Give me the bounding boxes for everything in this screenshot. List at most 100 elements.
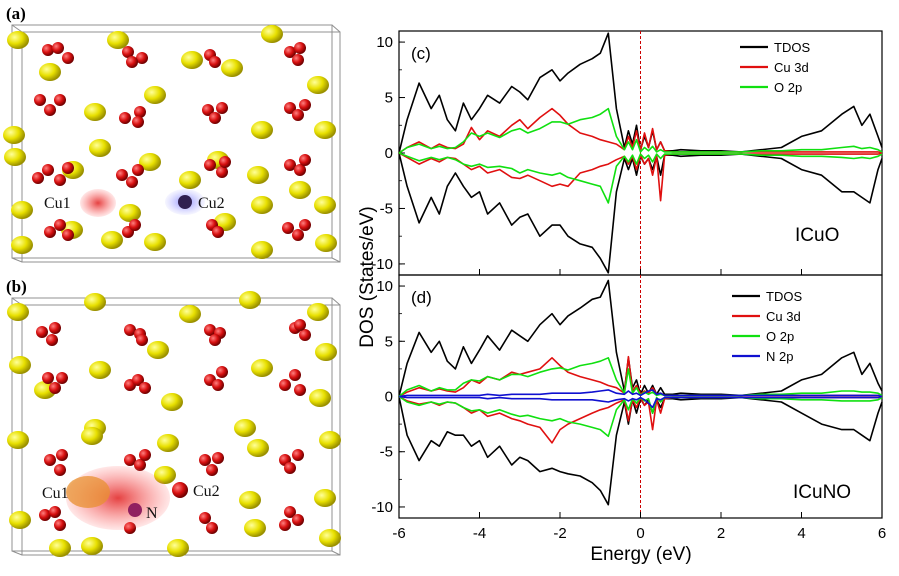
yellow-atom xyxy=(84,103,106,121)
series-n-2p-up xyxy=(398,389,883,398)
yellow-atom xyxy=(161,393,183,411)
atoms-a xyxy=(3,25,337,259)
red-atom xyxy=(284,506,296,518)
red-atom xyxy=(209,334,221,346)
yellow-atom xyxy=(307,76,329,94)
yellow-atom xyxy=(49,539,71,557)
red-atom xyxy=(54,519,66,531)
red-atom xyxy=(139,449,151,461)
yellow-atom xyxy=(11,201,33,219)
red-atom xyxy=(299,329,311,341)
yellow-atom xyxy=(7,431,29,449)
legend-label: N 2p xyxy=(766,349,793,364)
legend-label: O 2p xyxy=(766,329,794,344)
red-atom xyxy=(39,509,51,521)
legend-label: Cu 3d xyxy=(774,60,809,75)
n-atom xyxy=(128,503,142,517)
x-axis-title: Energy (eV) xyxy=(590,544,691,565)
red-atom xyxy=(124,454,136,466)
y-tick-label: 10 xyxy=(376,34,393,51)
red-atom xyxy=(292,449,304,461)
red-atom xyxy=(42,372,54,384)
red-atom xyxy=(279,379,291,391)
red-atom xyxy=(206,464,218,476)
yellow-atom xyxy=(315,343,337,361)
red-atom xyxy=(212,452,224,464)
yellow-atom xyxy=(251,359,273,377)
atom-label-n: N xyxy=(146,505,158,522)
y-tick-label: 5 xyxy=(385,333,393,350)
red-atom xyxy=(284,462,296,474)
yellow-atom xyxy=(89,361,111,379)
red-atom xyxy=(294,42,306,54)
red-atom xyxy=(289,369,301,381)
red-atom xyxy=(292,109,304,121)
red-atom xyxy=(282,222,294,234)
red-atom xyxy=(56,372,68,384)
red-atom xyxy=(294,164,306,176)
yellow-atom xyxy=(144,86,166,104)
red-atom xyxy=(126,56,138,68)
red-atom xyxy=(62,52,74,64)
x-tick-label: 0 xyxy=(636,525,644,542)
red-atom xyxy=(299,154,311,166)
red-atom xyxy=(124,324,136,336)
series-o-2p-up xyxy=(398,107,883,154)
yellow-atom xyxy=(221,59,243,77)
y-tick-label: 0 xyxy=(385,389,393,406)
yellow-atom xyxy=(89,139,111,157)
red-atom xyxy=(42,164,54,176)
yellow-atom xyxy=(247,439,269,457)
yellow-atom xyxy=(81,427,103,445)
red-atom xyxy=(34,94,46,106)
red-atom xyxy=(129,219,141,231)
y-tick-label: 5 xyxy=(385,90,393,107)
yellow-atom xyxy=(167,539,189,557)
y-tick-label: 10 xyxy=(376,278,393,295)
yellow-atom xyxy=(309,389,331,407)
yellow-atom xyxy=(157,434,179,452)
legend-label: O 2p xyxy=(774,80,802,95)
y-tick-label: -5 xyxy=(380,444,393,461)
red-atom xyxy=(52,42,64,54)
yellow-atom xyxy=(101,231,123,249)
yellow-atom xyxy=(251,121,273,139)
atom-label-cu1: Cu1 xyxy=(42,485,69,502)
yellow-atom xyxy=(147,341,169,359)
cu2-atom xyxy=(178,195,192,209)
yellow-atom xyxy=(319,431,341,449)
y-tick-label: -10 xyxy=(371,499,393,516)
system-name: ICuO xyxy=(795,225,839,246)
series-o-2p-down xyxy=(398,395,883,438)
yellow-atom xyxy=(181,51,203,69)
y-axis-title: DOS (States/eV) xyxy=(357,206,378,348)
x-tick-label: 2 xyxy=(717,525,725,542)
red-atom xyxy=(134,459,146,471)
red-atom xyxy=(292,229,304,241)
yellow-atom xyxy=(11,236,33,254)
cu1-orbital-cloud xyxy=(80,189,116,217)
atom-label-cu1: Cu1 xyxy=(44,195,71,212)
red-atom xyxy=(136,52,148,64)
dos-chart-c: -10 -5 0 5 10 TDOS Cu 3d O 2p (c) ICuO xyxy=(371,30,883,276)
structure-panel-a: (a) Cu1 Cu2 xyxy=(3,4,341,263)
red-atom xyxy=(32,172,44,184)
atom-label-cu2: Cu2 xyxy=(198,195,225,212)
yellow-atom xyxy=(251,196,273,214)
red-atom xyxy=(199,454,211,466)
cu2-atom xyxy=(172,482,188,498)
yellow-atom xyxy=(144,233,166,251)
red-atom xyxy=(56,449,68,461)
yellow-atom xyxy=(234,419,256,437)
red-atom xyxy=(139,382,151,394)
yellow-atom xyxy=(107,31,129,49)
red-atom xyxy=(42,44,54,56)
yellow-atom xyxy=(247,166,269,184)
panel-a-label: (a) xyxy=(6,4,26,23)
red-atom xyxy=(44,226,56,238)
red-atom xyxy=(54,464,66,476)
yellow-atom xyxy=(244,519,266,537)
red-atom xyxy=(292,54,304,66)
red-atom xyxy=(284,159,296,171)
